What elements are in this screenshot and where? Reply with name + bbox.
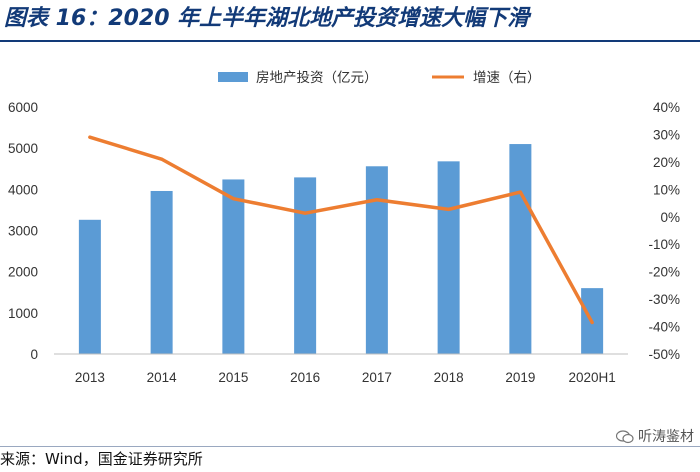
- right-tick-label: 0%: [660, 210, 680, 225]
- right-tick-label: -40%: [648, 320, 680, 335]
- right-axis: -50% -40% -30% -20% -10% 0% 10% 20% 30% 40%: [648, 100, 680, 362]
- bar: [222, 179, 245, 354]
- left-axis: 0 1000 2000 3000 4000 5000 6000: [8, 100, 38, 362]
- left-tick-label: 6000: [8, 100, 38, 115]
- right-tick-label: -20%: [648, 265, 680, 280]
- left-tick-label: 1000: [8, 306, 38, 321]
- bar-series: [78, 144, 604, 354]
- x-tick-label: 2013: [75, 370, 105, 385]
- line-point: [590, 320, 594, 324]
- watermark-text: 听涛鉴材: [638, 429, 694, 445]
- x-tick-label: 2014: [147, 370, 178, 385]
- x-axis: 2013 2014 2015 2016 2017 2018 2019 2020H1: [75, 370, 616, 385]
- bar: [150, 190, 173, 354]
- right-tick-label: 30%: [653, 127, 680, 142]
- line-point: [231, 197, 235, 201]
- legend-bar-swatch: [218, 72, 248, 82]
- x-tick-label: 2018: [434, 370, 464, 385]
- left-tick-label: 0: [30, 347, 38, 362]
- left-tick-label: 5000: [8, 141, 38, 156]
- line-series: [88, 135, 594, 325]
- line-point: [160, 157, 164, 161]
- wechat-icon: [616, 430, 634, 444]
- bar: [78, 219, 101, 354]
- x-tick-label: 2015: [218, 370, 248, 385]
- line-point: [88, 135, 92, 139]
- line-point: [303, 211, 307, 215]
- x-tick-label: 2019: [505, 370, 535, 385]
- legend-line-label: 增速（右）: [473, 70, 541, 86]
- left-tick-label: 3000: [8, 224, 38, 239]
- bar: [437, 161, 460, 354]
- right-tick-label: 40%: [653, 100, 680, 115]
- title-underline: [0, 40, 700, 42]
- x-tick-label: 2016: [290, 370, 320, 385]
- legend-bar-label: 房地产投资（亿元）: [256, 70, 378, 86]
- right-tick-label: 10%: [653, 182, 680, 197]
- legend: 房地产投资（亿元） 增速（右）: [218, 70, 541, 86]
- left-tick-label: 2000: [8, 265, 38, 280]
- right-tick-label: -30%: [648, 292, 680, 307]
- right-tick-label: -10%: [648, 237, 680, 252]
- right-tick-label: -50%: [648, 347, 680, 362]
- chart: 房地产投资（亿元） 增速（右） 0 1000 2000 3000 4000 5000 600…: [8, 70, 680, 385]
- line-point: [518, 190, 522, 194]
- watermark: 听涛鉴材: [616, 426, 694, 448]
- x-tick-label: 2020H1: [568, 370, 615, 385]
- source-note: 来源：Wind，国金证券研究所: [0, 450, 203, 468]
- right-tick-label: 20%: [653, 155, 680, 170]
- line-point: [447, 207, 451, 211]
- bar: [509, 144, 532, 354]
- line-point: [375, 198, 379, 202]
- left-tick-label: 4000: [8, 182, 38, 197]
- footer-divider: [0, 446, 700, 447]
- x-tick-label: 2017: [362, 370, 392, 385]
- growth-line: [88, 135, 594, 325]
- bar: [365, 166, 388, 354]
- bar: [294, 177, 317, 354]
- figure-title: 图表 16：2020 年上半年湖北地产投资增速大幅下滑: [4, 6, 530, 31]
